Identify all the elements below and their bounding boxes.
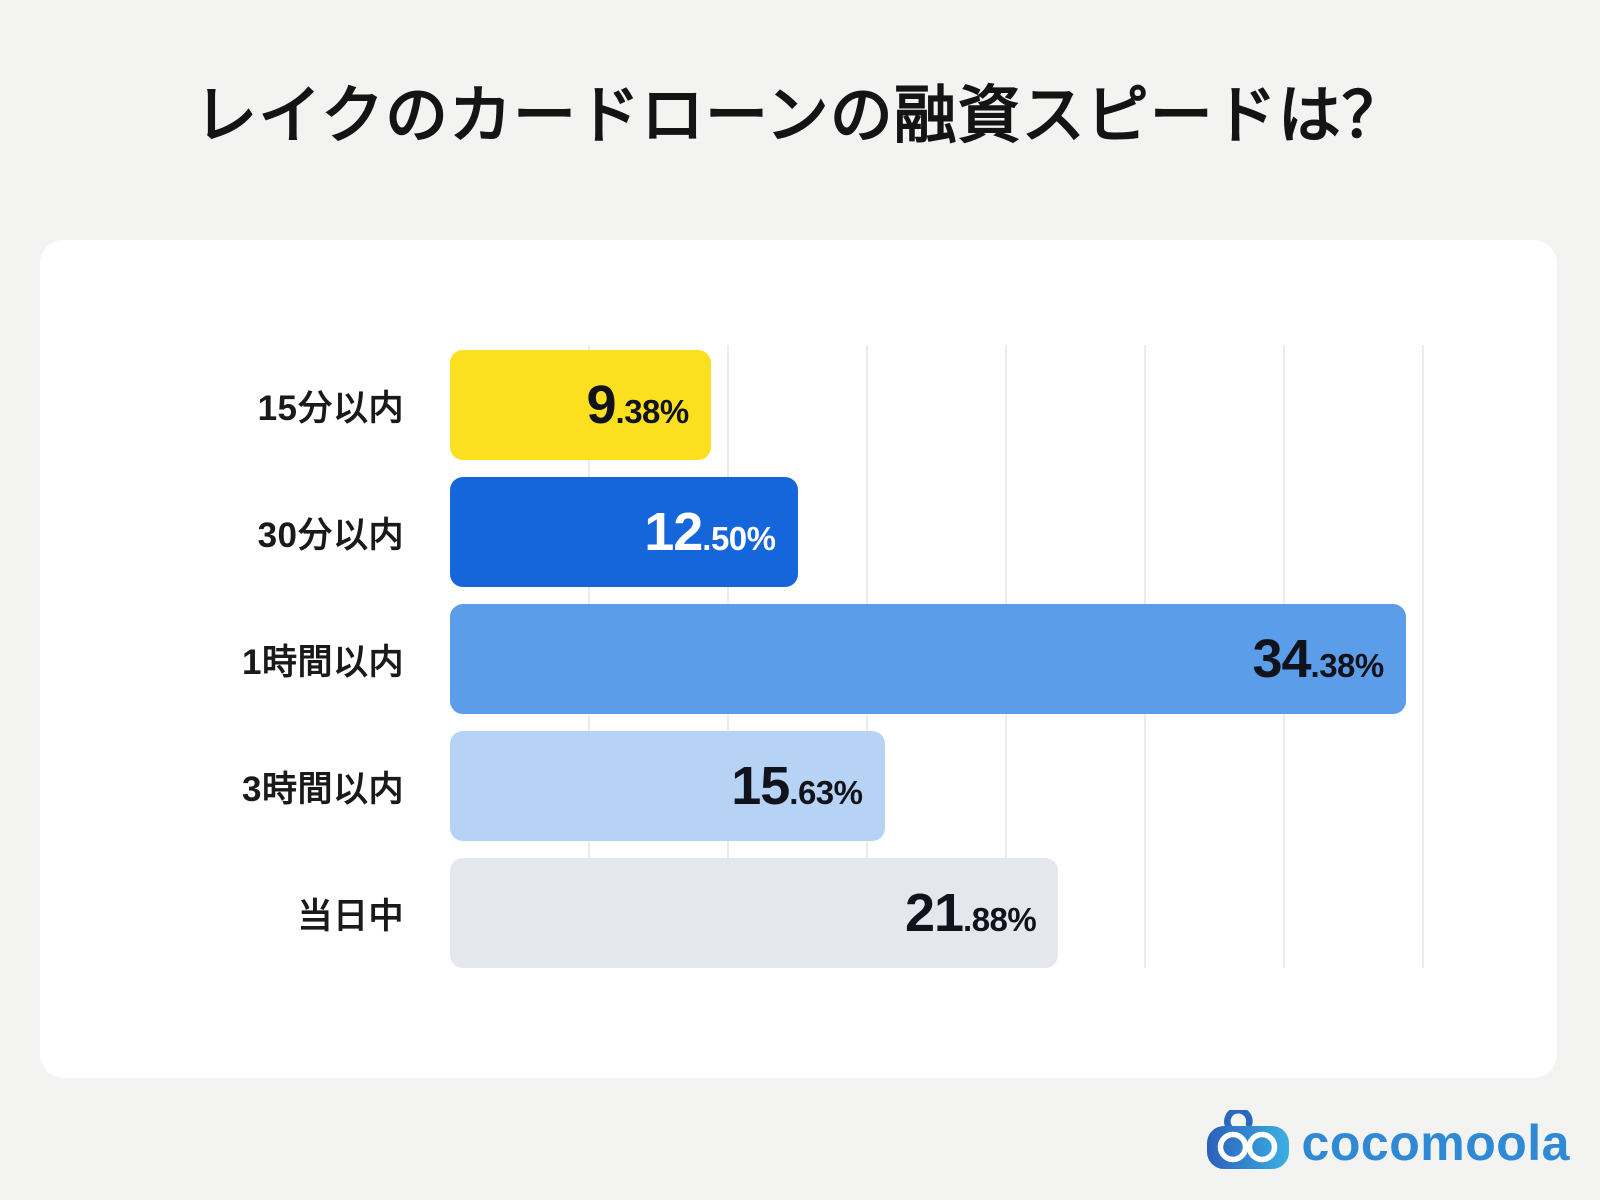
value-integer: 21 — [904, 883, 964, 943]
mascot-handle — [1223, 1110, 1253, 1131]
chart-row: 当日中 21.88% — [40, 858, 1423, 968]
value-label: 9.38% — [586, 374, 690, 436]
bar-chart: 15分以内 9.38% 30分以内 12.50% 1時間以内 34.38% 3時間以内 15.… — [40, 350, 1423, 968]
category-label: 30分以内 — [257, 515, 404, 555]
bar: 34.38% — [450, 604, 1406, 714]
chart-row: 1時間以内 34.38% — [40, 604, 1423, 714]
page-title: レイクのカードローンの融資スピードは？ — [194, 81, 1406, 151]
value-label: 34.38% — [1252, 628, 1385, 690]
chart-card: 15分以内 9.38% 30分以内 12.50% 1時間以内 34.38% 3時間以内 15.… — [40, 240, 1557, 1078]
value-integer: 15 — [731, 756, 790, 816]
mascot-right-eye — [1246, 1131, 1277, 1163]
value-decimal: .63% — [789, 774, 863, 811]
value-label: 21.88% — [904, 882, 1037, 944]
bar: 9.38% — [450, 350, 711, 460]
value-decimal: .50% — [702, 520, 776, 557]
bar-track: 15.63% — [450, 731, 1423, 841]
value-label: 12.50% — [644, 501, 776, 563]
value-integer: 9 — [586, 375, 616, 435]
value-integer: 34 — [1252, 629, 1311, 689]
mascot-left-eye — [1217, 1131, 1248, 1163]
category-label: 3時間以内 — [242, 769, 404, 809]
bar: 21.88% — [450, 858, 1059, 968]
value-integer: 12 — [644, 502, 703, 562]
bar-track: 34.38% — [450, 604, 1423, 714]
bar-track: 12.50% — [450, 477, 1423, 587]
chart-row: 3時間以内 15.63% — [40, 731, 1423, 841]
value-decimal: .38% — [1310, 647, 1385, 684]
bar-track: 21.88% — [450, 858, 1423, 968]
brand-logo-text: cocomoola — [1301, 1115, 1570, 1171]
category-label: 1時間以内 — [242, 642, 404, 682]
bar: 12.50% — [450, 477, 798, 587]
value-decimal: .38% — [615, 393, 690, 430]
bar: 15.63% — [450, 731, 885, 841]
value-label: 15.63% — [731, 755, 863, 817]
brand-logo: cocomoola — [1206, 1110, 1570, 1170]
category-label: 15分以内 — [257, 388, 404, 428]
chart-row: 30分以内 12.50% — [40, 477, 1423, 587]
bar-track: 9.38% — [450, 350, 1423, 460]
chart-row: 15分以内 9.38% — [40, 350, 1423, 460]
category-label: 当日中 — [297, 896, 404, 936]
gridline — [1422, 345, 1424, 968]
cocomoola-mascot-icon — [1206, 1110, 1289, 1169]
value-decimal: .88% — [963, 901, 1037, 938]
